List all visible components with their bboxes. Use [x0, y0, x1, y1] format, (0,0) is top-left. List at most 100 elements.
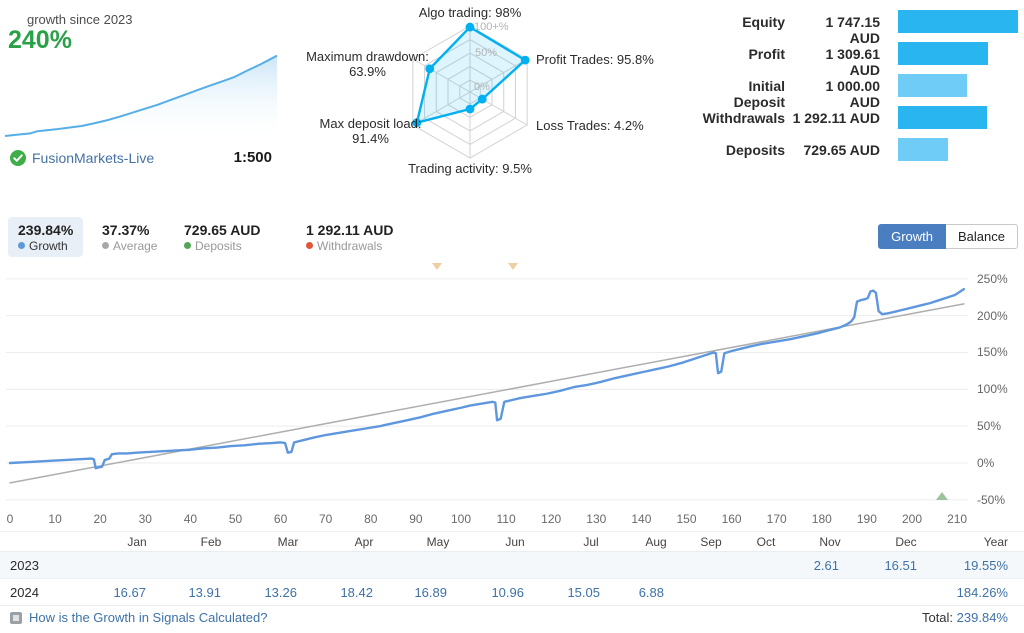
bar-label: Deposits — [725, 142, 785, 158]
balance-bar-row: Equity 1 747.15 AUD — [700, 10, 1020, 46]
event-marker-up-icon — [935, 492, 948, 500]
growth-cell-2024-may[interactable]: 16.89 — [414, 585, 447, 600]
help-video-icon[interactable] — [10, 612, 22, 624]
growth-cell-2023-total[interactable]: 19.55% — [963, 558, 1008, 573]
radar-axis-label: Profit Trades: 95.8% — [536, 52, 654, 67]
bar-fill — [898, 42, 988, 65]
growth-tab-button[interactable]: Growth — [878, 224, 947, 249]
x-axis-label: 210 — [947, 512, 968, 526]
stat-item-deposits[interactable]: 729.65 AUD Deposits — [174, 217, 271, 257]
year-header: Year — [983, 535, 1008, 549]
x-axis-label: 20 — [93, 512, 107, 526]
x-axis-label: 30 — [138, 512, 152, 526]
month-header-may: May — [426, 535, 450, 549]
broker-account-link[interactable]: FusionMarkets-Live — [32, 150, 155, 166]
x-axis-label: 190 — [856, 512, 877, 526]
x-axis: 0 10 20 30 40 50 60 70 80 90 100 110 120 130 140 150 160… — [0, 512, 1024, 528]
growth-summary-panel: growth since 2023 240% FusionMarkets-Liv… — [0, 0, 290, 180]
months-header-row: Jan Feb Mar Apr May Jun Jul Aug Sep Oct Nov Dec Year — [0, 531, 1024, 550]
stat-dot-icon — [102, 242, 109, 249]
x-axis-label: 100 — [450, 512, 472, 526]
x-axis-label: 160 — [721, 512, 742, 526]
month-header-oct: Oct — [756, 535, 776, 549]
radar-axis-label-line: Maximum drawdown: — [306, 49, 429, 64]
balance-bar-row: Profit 1 309.61 AUD — [700, 42, 1020, 78]
radar-axis-label-line: Max deposit load: — [319, 116, 422, 131]
stat-value: 1 292.11 AUD — [306, 222, 394, 238]
bar-value: 1 747.15 AUD — [825, 14, 881, 46]
month-header-nov: Nov — [819, 535, 841, 549]
growth-cell-2024-apr[interactable]: 18.42 — [340, 585, 373, 600]
stat-label: Growth — [18, 239, 73, 254]
growth-help-link[interactable]: How is the Growth in Signals Calculated? — [29, 610, 268, 625]
bar-fill — [898, 138, 948, 161]
month-header-jun: Jun — [505, 535, 525, 549]
month-header-sep: Sep — [700, 535, 722, 549]
balance-tab-button[interactable]: Balance — [946, 224, 1018, 249]
y-axis-label: 150% — [977, 345, 1008, 360]
balance-bar-row: Withdrawals 1 292.11 AUD — [700, 106, 1020, 130]
x-axis-label: 170 — [766, 512, 787, 526]
x-axis-label: 90 — [409, 512, 423, 526]
month-header-jul: Jul — [583, 535, 599, 549]
growth-cell-2024-jul[interactable]: 15.05 — [567, 585, 600, 600]
x-axis-label: 50 — [228, 512, 243, 526]
stat-label: Average — [102, 239, 157, 254]
month-header-dec: Dec — [895, 535, 917, 549]
event-marker-down-icon — [432, 263, 443, 270]
stat-item-growth[interactable]: 239.84% Growth — [8, 217, 84, 257]
leverage-value: 1:500 — [233, 149, 272, 166]
growth-cell-2023-dec[interactable]: 16.51 — [884, 558, 917, 573]
month-header-jan: Jan — [127, 535, 147, 549]
bar-fill — [898, 74, 967, 97]
y-axis-label: -50% — [977, 492, 1006, 507]
growth-percent-value: 240% — [8, 26, 72, 54]
radar-ring-label: 50% — [475, 47, 498, 59]
total-label: Total: — [921, 610, 954, 625]
growth-chart: 250% 200% 150% 100% 50% 0% -50% — [0, 262, 1024, 512]
growth-cell-2023-nov[interactable]: 2.61 — [813, 558, 839, 573]
stat-dot-icon — [184, 242, 191, 249]
growth-cell-2024-mar[interactable]: 13.26 — [264, 585, 297, 600]
bar-label: Initial Deposit — [733, 78, 785, 110]
stat-label: Withdrawals — [306, 239, 393, 254]
bar-value: 1 000.00 AUD — [825, 78, 881, 110]
growth-cell-2024-feb[interactable]: 13.91 — [188, 585, 221, 600]
bar-fill — [898, 106, 987, 129]
radar-axis-label-line: 63.9% — [349, 64, 386, 79]
x-axis-label: 10 — [48, 512, 62, 526]
stat-dot-icon — [18, 242, 25, 249]
radar-axis-label: Maximum drawdown: 63.9% — [305, 49, 430, 79]
radar-axis-label: Trading activity: 9.5% — [408, 161, 532, 176]
growth-cell-2024-aug[interactable]: 6.88 — [638, 585, 664, 600]
footer: How is the Growth in Signals Calculated?… — [0, 608, 1024, 633]
radar-ring-label: 100+% — [474, 21, 509, 33]
y-axis-label: 50% — [977, 419, 1002, 434]
event-marker-down-icon — [507, 263, 518, 270]
month-header-aug: Aug — [645, 535, 667, 549]
x-axis-label: 150 — [676, 512, 697, 526]
table-row-2024: 2024 16.67 13.91 13.26 18.42 16.89 10.96 15.05 6… — [0, 578, 1024, 606]
year-label: 2023 — [10, 558, 39, 573]
growth-cell-2024-jan[interactable]: 16.67 — [113, 585, 146, 600]
x-axis-label: 120 — [541, 512, 562, 526]
table-row-2023: 2023 2.61 16.51 19.55% — [0, 551, 1024, 578]
month-header-mar: Mar — [277, 535, 299, 549]
stat-dot-icon — [306, 242, 313, 249]
radar-axis-label: Loss Trades: 4.2% — [536, 118, 644, 133]
verified-check-icon — [10, 150, 26, 166]
growth-cell-2024-jun[interactable]: 10.96 — [491, 585, 524, 600]
stat-value: 729.65 AUD — [184, 222, 261, 238]
stat-item-average[interactable]: 37.37% Average — [92, 217, 167, 257]
growth-cell-2024-total[interactable]: 184.26% — [956, 585, 1008, 600]
stat-value: 37.37% — [102, 222, 150, 238]
x-axis-label: 0 — [6, 512, 14, 526]
balance-bars-panel: Equity 1 747.15 AUD Profit 1 309.61 AUD Init… — [700, 10, 1020, 175]
stat-item-withdrawals[interactable]: 1 292.11 AUD Withdrawals — [296, 217, 403, 257]
y-axis-label: 250% — [977, 271, 1008, 286]
bar-value: 1 292.11 AUD — [792, 110, 880, 126]
stat-label: Deposits — [184, 239, 261, 254]
trading-radar-chart: 100+% 50% 0% Algo trading: 98% Profit Trades… — [300, 0, 660, 195]
y-axis-label: 100% — [977, 382, 1008, 397]
growth-sparkline-chart — [3, 48, 281, 142]
